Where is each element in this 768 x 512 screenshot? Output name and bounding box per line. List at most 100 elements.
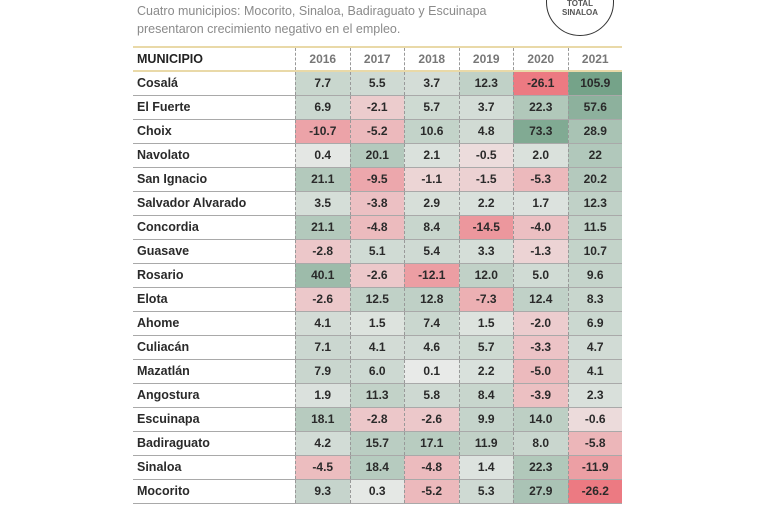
table-row: Elota -2.6 12.5 12.8 -7.3 12.4 8.3 <box>133 288 622 312</box>
municipio-name: Salvador Alvarado <box>137 196 247 210</box>
value-cell: 1.4 <box>458 456 513 479</box>
column-header: 2016 <box>295 48 350 70</box>
value-cell: 7.7 <box>295 72 350 95</box>
municipio-name: Choix <box>137 124 172 138</box>
value-cell: 27.9 <box>513 480 568 503</box>
value-cell: 18.4 <box>349 456 404 479</box>
value-cell: 18.1 <box>295 408 350 431</box>
municipio-name: Culiacán <box>137 340 190 354</box>
value-cell: 22.3 <box>513 456 568 479</box>
column-header: 2018 <box>404 48 459 70</box>
municipio-name: Ahome <box>137 316 180 330</box>
value-cell: 0.4 <box>295 144 350 167</box>
value-cell: 9.3 <box>295 480 350 503</box>
value-cell: 21.1 <box>295 216 350 239</box>
value-cell: 5.8 <box>404 384 459 407</box>
value-cell: -3.3 <box>513 336 568 359</box>
municipio-name: Concordia <box>137 220 199 234</box>
value-cell: 5.4 <box>404 240 459 263</box>
table-row: Angostura 1.9 11.3 5.8 8.4 -3.9 2.3 <box>133 384 622 408</box>
value-cell: -4.8 <box>404 456 459 479</box>
value-cell: -5.3 <box>513 168 568 191</box>
value-cell: 5.1 <box>349 240 404 263</box>
value-cell: 4.2 <box>295 432 350 455</box>
value-cell: 4.1 <box>567 360 622 383</box>
value-cell: 11.3 <box>349 384 404 407</box>
value-cell: 1.7 <box>513 192 568 215</box>
value-cell: 4.1 <box>295 312 350 335</box>
value-cell: -2.8 <box>295 240 350 263</box>
value-cell: 57.6 <box>567 96 622 119</box>
subtitle-line: Cuatro municipios: Mocorito, Sinaloa, Ba… <box>137 4 487 18</box>
value-cell: 1.5 <box>349 312 404 335</box>
value-cell: 28.9 <box>567 120 622 143</box>
value-cell: -0.6 <box>567 408 622 431</box>
value-cell: -5.0 <box>513 360 568 383</box>
value-cell: -4.8 <box>349 216 404 239</box>
value-cell: 40.1 <box>295 264 350 287</box>
table-row: Salvador Alvarado 3.5 -3.8 2.9 2.2 1.7 12.3 <box>133 192 622 216</box>
table-row: Navolato 0.4 20.1 2.1 -0.5 2.0 22 <box>133 144 622 168</box>
value-cell: 5.5 <box>349 72 404 95</box>
table-row: San Ignacio 21.1 -9.5 -1.1 -1.5 -5.3 20.2 <box>133 168 622 192</box>
value-cell: -2.6 <box>349 264 404 287</box>
value-cell: 6.0 <box>349 360 404 383</box>
value-cell: -9.5 <box>349 168 404 191</box>
value-cell: -7.3 <box>458 288 513 311</box>
value-cell: 4.8 <box>458 120 513 143</box>
value-cell: 3.3 <box>458 240 513 263</box>
value-cell: 20.2 <box>567 168 622 191</box>
value-cell: -0.5 <box>458 144 513 167</box>
value-cell: 4.1 <box>349 336 404 359</box>
value-cell: 10.7 <box>567 240 622 263</box>
value-cell: 73.3 <box>513 120 568 143</box>
value-cell: 9.6 <box>567 264 622 287</box>
table-row: Rosario 40.1 -2.6 -12.1 12.0 5.0 9.6 <box>133 264 622 288</box>
municipio-name: Mocorito <box>137 484 190 498</box>
badge-line: SINALOA <box>562 8 598 17</box>
table-row: Guasave -2.8 5.1 5.4 3.3 -1.3 10.7 <box>133 240 622 264</box>
value-cell: -1.1 <box>404 168 459 191</box>
value-cell: 8.4 <box>458 384 513 407</box>
column-header: 2020 <box>513 48 568 70</box>
table-row: Mazatlán 7.9 6.0 0.1 2.2 -5.0 4.1 <box>133 360 622 384</box>
value-cell: -1.3 <box>513 240 568 263</box>
value-cell: 12.4 <box>513 288 568 311</box>
value-cell: 22 <box>567 144 622 167</box>
value-cell: 9.9 <box>458 408 513 431</box>
table-row: Mocorito 9.3 0.3 -5.2 5.3 27.9 -26.2 <box>133 480 622 504</box>
municipio-name: Mazatlán <box>137 364 190 378</box>
employment-table: MUNICIPIO 2016 2017 2018 2019 2020 2021 Cosalá 7… <box>133 46 622 504</box>
value-cell: 2.9 <box>404 192 459 215</box>
subtitle-line: presentaron crecimiento negativo en el e… <box>137 22 401 36</box>
value-cell: -11.9 <box>567 456 622 479</box>
value-cell: 22.3 <box>513 96 568 119</box>
value-cell: 3.7 <box>404 72 459 95</box>
municipio-name: Sinaloa <box>137 460 182 474</box>
column-header: 2017 <box>349 48 405 70</box>
value-cell: 4.7 <box>567 336 622 359</box>
value-cell: 11.5 <box>567 216 622 239</box>
value-cell: -3.9 <box>513 384 568 407</box>
value-cell: 0.1 <box>404 360 459 383</box>
municipio-name: Rosario <box>137 268 184 282</box>
value-cell: 5.3 <box>458 480 513 503</box>
value-cell: -5.2 <box>404 480 459 503</box>
value-cell: 5.7 <box>458 336 513 359</box>
value-cell: 6.9 <box>295 96 350 119</box>
value-cell: -4.5 <box>295 456 350 479</box>
table-row: Cosalá 7.7 5.5 3.7 12.3 -26.1 105.9 <box>133 72 622 96</box>
value-cell: 2.2 <box>458 360 513 383</box>
value-cell: 7.9 <box>295 360 350 383</box>
subtitle: Cuatro municipios: Mocorito, Sinaloa, Ba… <box>137 2 537 38</box>
value-cell: 0.3 <box>349 480 404 503</box>
value-cell: 10.6 <box>404 120 459 143</box>
value-cell: -2.6 <box>404 408 459 431</box>
value-cell: -4.0 <box>513 216 568 239</box>
value-cell: -2.1 <box>349 96 404 119</box>
value-cell: 3.7 <box>458 96 513 119</box>
value-cell: 12.3 <box>567 192 622 215</box>
table-row: El Fuerte 6.9 -2.1 5.7 3.7 22.3 57.6 <box>133 96 622 120</box>
municipio-name: Escuinapa <box>137 412 200 426</box>
municipio-name: Guasave <box>137 244 190 258</box>
